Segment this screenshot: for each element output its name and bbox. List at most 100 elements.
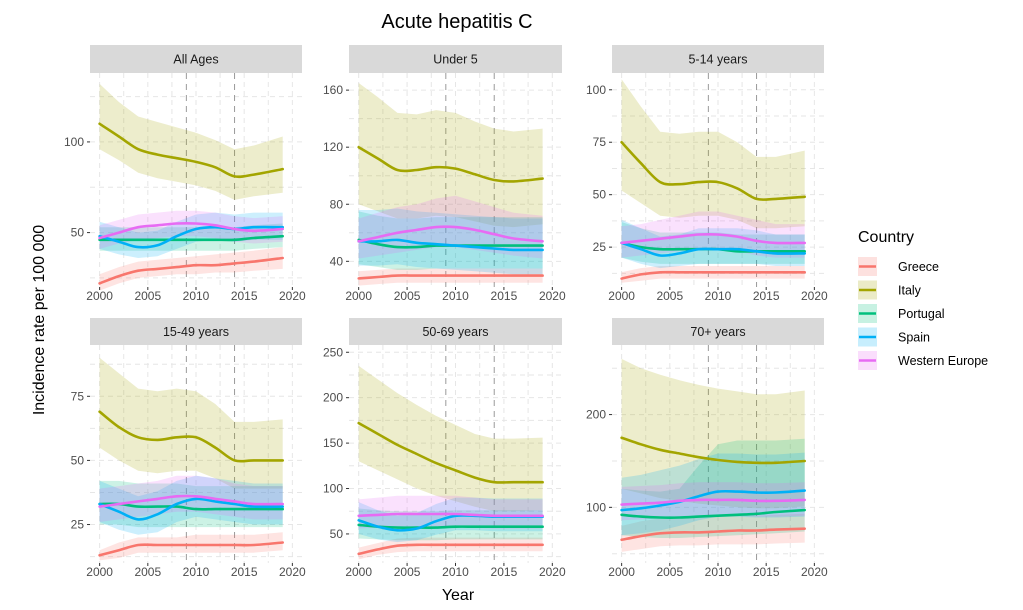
legend-item-spain: Spain	[858, 327, 930, 347]
x-tick-label: 2005	[394, 565, 421, 579]
y-tick-label: 50	[330, 527, 344, 541]
y-tick-label: 100	[64, 135, 84, 149]
facet-all-ages: All Ages 50 100 2000 2005 2010 2015 2020	[64, 45, 306, 303]
x-tick-label: 2020	[539, 565, 566, 579]
facet-strip	[612, 45, 824, 73]
facet-title: 15-49 years	[163, 325, 229, 339]
series-line-greece	[357, 543, 544, 556]
ribbon-greece	[358, 268, 543, 286]
series-line-portugal	[357, 523, 544, 529]
x-tick-label: 2015	[753, 289, 780, 303]
x-tick-label: 2000	[86, 289, 113, 303]
ribbon-greece	[358, 537, 543, 560]
facet-strip	[90, 318, 302, 345]
y-axis-label: Incidence rate per 100 000	[31, 225, 48, 415]
x-tick-label: 2020	[801, 289, 828, 303]
facet-strip	[90, 45, 302, 73]
legend-title: Country	[858, 229, 914, 246]
facet-70-years: 70+ years 100 200 2000 2005 2010 2015 2020	[586, 318, 828, 579]
y-tick-label: 75	[71, 389, 85, 403]
x-tick-label: 2010	[183, 289, 210, 303]
series-line-portugal	[98, 234, 284, 242]
legend-item-western-europe: Western Europe	[858, 351, 988, 370]
series-line-greece	[98, 256, 284, 285]
ribbon-italy	[358, 365, 543, 512]
facet-grid: All Ages 50 100 2000 2005 2010 2015 2020 Under 5…	[64, 45, 828, 579]
ribbon-portugal	[358, 211, 543, 270]
facet-title: 70+ years	[690, 325, 745, 339]
x-tick-label: 2010	[183, 565, 210, 579]
ribbon-portugal	[99, 480, 283, 528]
y-tick-label: 50	[593, 188, 607, 202]
facet-panel	[90, 73, 302, 287]
series-line-spain	[620, 489, 806, 512]
x-tick-label: 2015	[231, 565, 258, 579]
y-tick-label: 200	[323, 391, 343, 405]
x-tick-label: 2010	[705, 565, 732, 579]
ribbon-western-europe	[358, 495, 543, 529]
x-tick-label: 2005	[134, 289, 161, 303]
x-tick-label: 2020	[279, 565, 306, 579]
ribbon-greece	[621, 266, 805, 283]
y-tick-label: 25	[593, 240, 607, 254]
facet-title: All Ages	[173, 53, 218, 67]
series-line-western-europe	[98, 221, 284, 240]
y-tick-label: 40	[330, 254, 344, 268]
series-line-italy	[357, 145, 544, 183]
y-tick-label: 200	[586, 408, 606, 422]
facet-strip	[349, 45, 562, 73]
y-tick-label: 75	[593, 135, 607, 149]
series-line-greece	[357, 274, 544, 280]
facet-strip	[612, 318, 824, 345]
ribbon-greece	[99, 247, 283, 291]
y-tick-label: 100	[586, 500, 606, 514]
ribbon-spain	[99, 475, 283, 535]
ribbon-italy	[99, 83, 283, 200]
x-tick-label: 2015	[491, 565, 518, 579]
x-tick-label: 2010	[442, 565, 469, 579]
ribbon-italy	[621, 79, 805, 229]
series-line-western-europe	[357, 225, 544, 243]
facet-title: 5-14 years	[688, 53, 747, 67]
series-line-italy	[620, 140, 806, 202]
series-line-greece	[620, 527, 806, 542]
x-tick-label: 2015	[491, 289, 518, 303]
y-tick-label: 100	[586, 83, 606, 97]
x-tick-label: 2000	[86, 565, 113, 579]
series-line-western-europe	[620, 498, 806, 506]
series-line-spain	[357, 238, 544, 252]
facet-title: 50-69 years	[422, 325, 488, 339]
series-line-western-europe	[620, 232, 806, 245]
legend-item-greece: Greece	[858, 257, 939, 276]
x-tick-label: 2000	[345, 565, 372, 579]
ribbon-greece	[99, 532, 283, 561]
facet-50-69-years: 50-69 years 50 100 150 200 250 2000 2005 2010 201…	[323, 318, 566, 579]
x-axis-label: Year	[442, 587, 475, 604]
x-tick-label: 2005	[656, 565, 683, 579]
facet-strip	[349, 318, 562, 345]
series-line-greece	[620, 270, 806, 280]
ribbon-spain	[358, 208, 543, 275]
ribbon-italy	[358, 83, 543, 228]
series-line-portugal	[620, 508, 806, 519]
ribbon-italy	[99, 357, 283, 489]
series-line-spain	[98, 497, 284, 521]
x-tick-label: 2020	[539, 289, 566, 303]
facet-title: Under 5	[433, 53, 478, 67]
x-tick-label: 2020	[801, 565, 828, 579]
legend-label: Greece	[898, 260, 939, 274]
series-line-portugal	[98, 502, 284, 511]
legend-label: Western Europe	[898, 354, 988, 368]
series-line-italy	[357, 421, 544, 484]
x-tick-label: 2010	[442, 289, 469, 303]
y-tick-label: 80	[330, 197, 344, 211]
legend: Greece Italy Portugal Spain Western Europe	[858, 257, 988, 370]
x-tick-label: 2020	[279, 289, 306, 303]
x-tick-label: 2000	[345, 289, 372, 303]
legend-label: Portugal	[898, 307, 945, 321]
x-tick-label: 2000	[608, 289, 635, 303]
y-tick-label: 100	[323, 482, 343, 496]
legend-label: Spain	[898, 331, 930, 345]
